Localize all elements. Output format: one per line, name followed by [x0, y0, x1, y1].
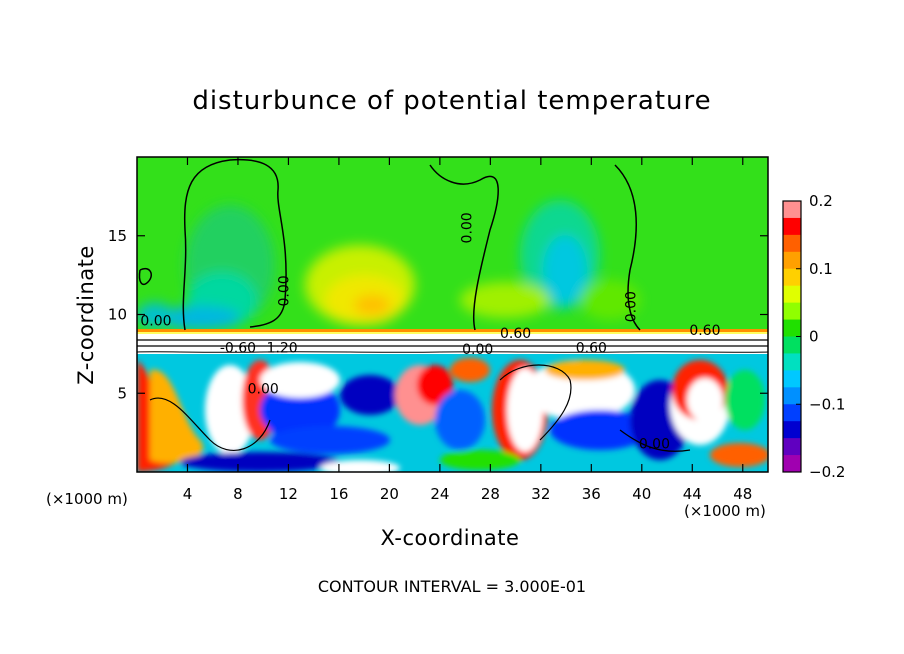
colorbar-swatch — [783, 387, 801, 405]
colorbar: 0.2 0.1 0 −0.1 −0.2 — [782, 192, 845, 481]
x-tick-label: 16 — [329, 485, 348, 503]
contour-label: -0.60 — [220, 340, 256, 356]
x-unit-label-left: (×1000 m) — [46, 490, 128, 508]
contour-label: 0.60 — [500, 326, 531, 342]
colorbar-swatch — [783, 201, 801, 219]
y-axis-ticks: 5 10 15 — [108, 227, 768, 402]
y-tick-label: 15 — [108, 227, 127, 245]
colorbar-tick-label: 0.2 — [809, 192, 833, 210]
contour-label: 0.00 — [459, 212, 475, 243]
contour-label: 0.00 — [462, 342, 493, 358]
colorbar-tick-label: 0.1 — [809, 260, 833, 278]
y-tick-label: 5 — [117, 384, 127, 402]
colorbar-swatch — [783, 319, 801, 337]
x-tick-label: 4 — [183, 485, 193, 503]
colorbar-swatch — [783, 353, 801, 371]
upper-anomalies — [137, 200, 640, 330]
contour-label: 0.60 — [689, 323, 720, 339]
colorbar-swatch — [783, 217, 801, 236]
x-tick-label: 40 — [632, 485, 651, 503]
x-tick-label: 24 — [430, 485, 449, 503]
heatmap-field — [137, 157, 768, 472]
contour-interval-note: CONTOUR INTERVAL = 3.000E-01 — [317, 577, 587, 596]
contour-labels: 0.00 0.00 0.00 0.00 0.60 0.60 0.60 -0.60 1.20 0.0… — [140, 212, 720, 452]
x-tick-label: 48 — [733, 485, 752, 503]
colorbar-tick-label: 0 — [809, 328, 819, 346]
x-tick-label: 8 — [233, 485, 243, 503]
contour-label: 1.20 — [267, 340, 298, 356]
contour-label: 0.00 — [639, 436, 670, 452]
colorbar-swatch — [783, 302, 801, 321]
colorbar-swatch — [783, 234, 801, 253]
lower-turbulence — [137, 354, 768, 472]
x-tick-label: 12 — [279, 485, 298, 503]
colorbar-swatch — [783, 336, 801, 354]
x-axis-ticks: 4 8 12 16 20 24 28 32 36 40 44 48 — [183, 157, 752, 503]
colorbar-swatch — [783, 421, 801, 439]
contour-label: 0.00 — [623, 291, 639, 322]
colorbar-tick-label: −0.1 — [809, 395, 845, 413]
x-tick-label: 20 — [380, 485, 399, 503]
colorbar-swatch — [783, 455, 801, 473]
y-tick-label: 10 — [108, 306, 127, 324]
colorbar-swatch — [783, 438, 801, 456]
contour-label: 0.00 — [276, 275, 292, 306]
colorbar-swatch — [783, 404, 801, 422]
colorbar-swatch — [783, 251, 801, 270]
colorbar-tick-label: −0.2 — [809, 463, 845, 481]
x-tick-label: 28 — [481, 485, 500, 503]
colorbar-swatch — [783, 285, 801, 304]
chart-title: disturbunce of potential temperature — [192, 86, 712, 116]
contour-label: 0.60 — [576, 340, 607, 356]
x-tick-label: 32 — [531, 485, 550, 503]
colorbar-swatch — [783, 370, 801, 388]
colorbar-swatch — [783, 268, 801, 287]
x-tick-label: 44 — [683, 485, 702, 503]
contour-label: 0.00 — [248, 381, 279, 397]
contour-lines — [137, 158, 768, 452]
x-tick-label: 36 — [582, 485, 601, 503]
x-unit-label-right: (×1000 m) — [684, 502, 766, 520]
contour-label: 0.00 — [140, 314, 171, 330]
x-axis-label: X-coordinate — [380, 526, 520, 550]
